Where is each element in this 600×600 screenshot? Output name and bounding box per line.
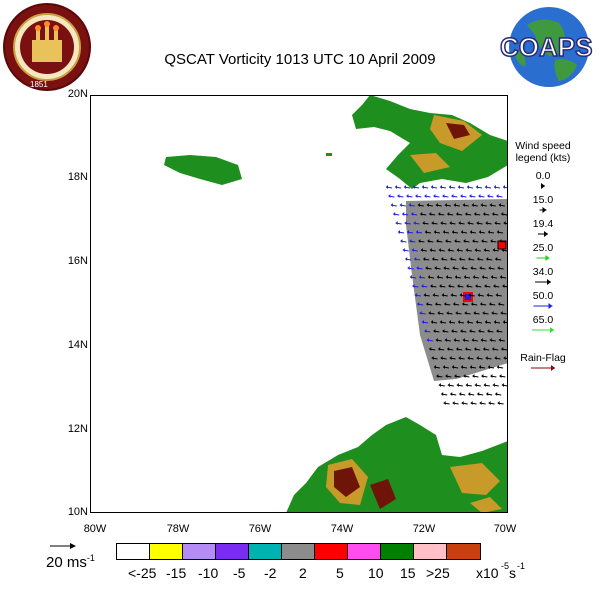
colorbar-label: -10: [198, 565, 219, 581]
lon-label-78w: 78W: [166, 523, 190, 535]
lon-label-72w: 72W: [412, 523, 436, 535]
colorbar-swatch: [183, 544, 216, 559]
legend-arrow-icon: [538, 231, 548, 237]
colorbar-label: >25: [426, 565, 450, 581]
lon-label-74w: 74W: [330, 523, 354, 535]
legend-item-label: 25.0: [532, 242, 554, 254]
legend-arrow-icon: [532, 327, 554, 333]
legend-item-label: 65.0: [532, 314, 554, 326]
colorbar-label: 5: [336, 565, 344, 581]
lat-label-18n: 18N: [67, 171, 88, 183]
lat-label-14n: 14N: [67, 339, 88, 351]
legend-arrow-icon: [535, 279, 551, 285]
wind-speed-legend: Wind speed legend (kts) 0.0 15.0 19.4 25.0 3…: [508, 140, 578, 376]
lat-label-16n: 16N: [67, 255, 88, 267]
colorbar-swatch: [117, 544, 150, 559]
scale-label: 20 ms-1: [46, 553, 95, 571]
fsu-year: 1851: [30, 80, 48, 89]
legend-item: 65.0: [508, 314, 578, 338]
colorbar-labels: <-25 -15 -10 -5 -2 2 5 10 15 >25 x10 -5 s -1: [116, 561, 536, 583]
lat-label-20n: 20N: [67, 88, 88, 100]
wind-vectors: [385, 185, 508, 405]
colorbar-swatch: [216, 544, 249, 559]
colorbar-swatch: [150, 544, 183, 559]
legend-item-label: 15.0: [532, 194, 554, 206]
colorbar-swatch: [315, 544, 348, 559]
lon-label-80w: 80W: [83, 523, 107, 535]
vorticity-colorbar: [116, 543, 481, 560]
chart-title: QSCAT Vorticity 1013 UTC 10 April 2009: [164, 51, 436, 68]
colorbar-swatch: [447, 544, 480, 559]
legend-arrow-icon: [536, 255, 550, 261]
lat-label-10n: 10N: [67, 506, 88, 518]
colorbar-label: -5: [501, 561, 510, 571]
coaps-text: COAPS: [499, 31, 593, 63]
legend-item: 34.0: [508, 266, 578, 290]
legend-arrow-icon: [533, 303, 553, 309]
legend-arrow-icon: [531, 365, 555, 371]
jamaica-land: [164, 155, 242, 185]
vorticity-map: [90, 95, 508, 513]
legend-item-label: Rain-Flag: [520, 352, 566, 364]
colorbar-swatch: [414, 544, 447, 559]
colorbar-label: 2: [299, 565, 307, 581]
colorbar-swatch: [348, 544, 381, 559]
legend-item-label: 0.0: [535, 170, 551, 182]
coaps-globe-logo: [497, 5, 592, 95]
colorbar-swatch: [249, 544, 282, 559]
legend-item: 0.0: [508, 170, 578, 194]
colorbar-label: -1: [517, 561, 526, 571]
fsu-seal-logo: [2, 2, 92, 97]
legend-item-label: 34.0: [532, 266, 554, 278]
colorbar-label: -5: [233, 565, 246, 581]
colorbar-label: x10: [476, 565, 499, 581]
colorbar-label: 15: [400, 565, 416, 581]
lon-label-70w: 70W: [493, 523, 517, 535]
legend-item: 19.4: [508, 218, 578, 242]
legend-item: 15.0: [508, 194, 578, 218]
legend-item: 25.0: [508, 242, 578, 266]
legend-arrow-icon: [539, 207, 547, 213]
legend-rain-flag: Rain-Flag: [508, 352, 578, 376]
colorbar-label: -2: [264, 565, 277, 581]
legend-item-label: 19.4: [532, 218, 554, 230]
colorbar-label: 10: [368, 565, 384, 581]
colorbar-label: s: [509, 565, 516, 581]
qscat-swath: [406, 199, 508, 381]
legend-item: 50.0: [508, 290, 578, 314]
colorbar-label: <-25: [128, 565, 157, 581]
lon-label-76w: 76W: [248, 523, 272, 535]
legend-arrow-icon: [541, 183, 545, 189]
colorbar-swatch: [381, 544, 414, 559]
lat-label-12n: 12N: [67, 423, 88, 435]
hispaniola-land: [352, 95, 508, 189]
legend-item-label: 50.0: [532, 290, 554, 302]
colorbar-swatch: [282, 544, 315, 559]
scale-arrow-icon: [50, 543, 76, 549]
colorbar-label: -15: [166, 565, 187, 581]
wind-legend-title: Wind speed legend (kts): [515, 140, 571, 164]
